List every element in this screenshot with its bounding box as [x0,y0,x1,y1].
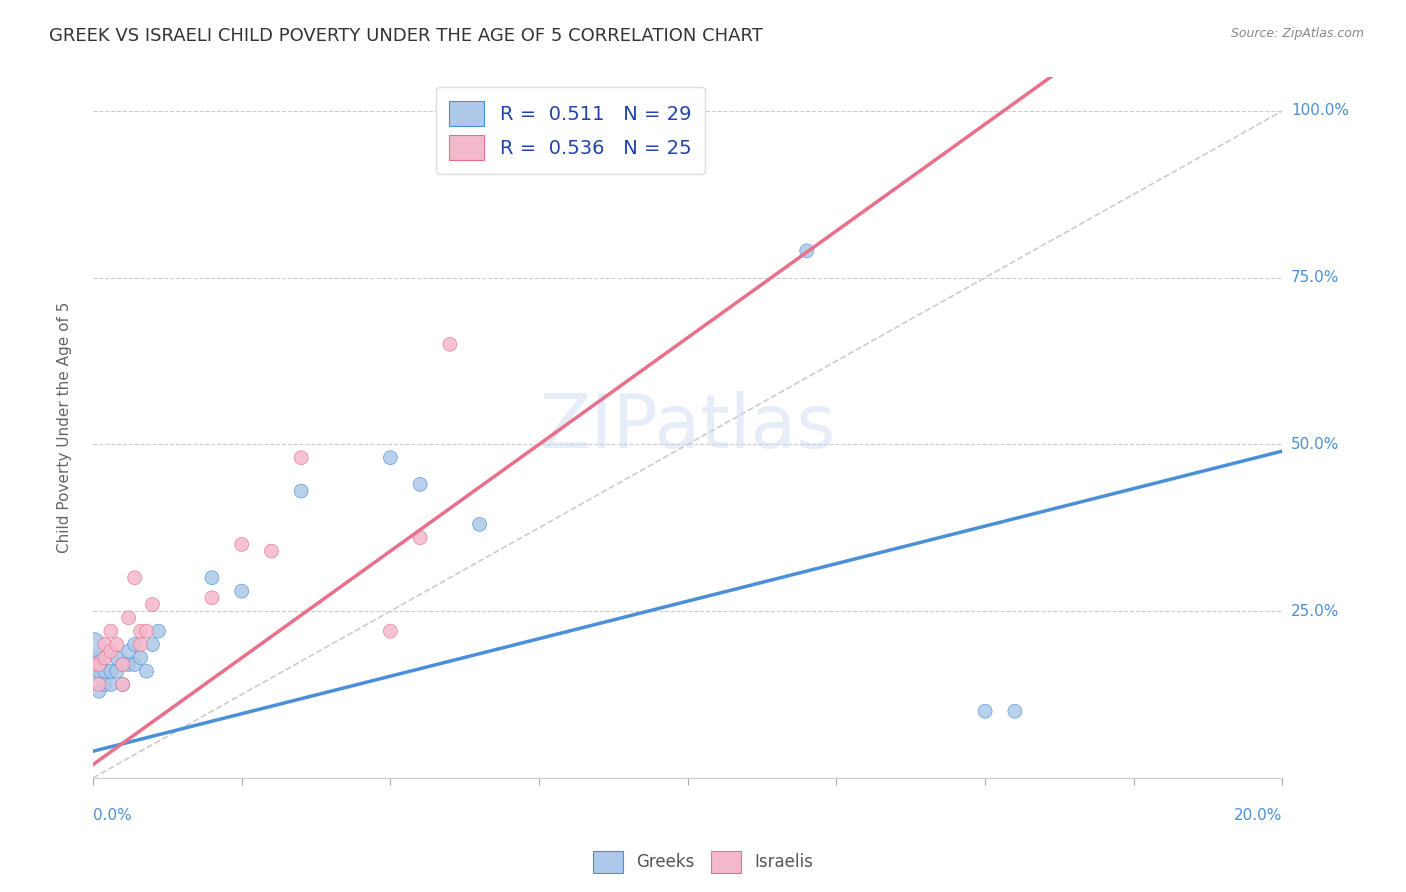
Point [260,544,283,558]
Point [100,624,122,639]
Point [82,657,104,672]
Point [439,337,461,351]
Point [201,571,224,585]
Point [124,571,146,585]
Point [87,684,110,698]
Legend: Greeks, Israelis: Greeks, Israelis [586,845,820,880]
Point [111,657,134,672]
Point [141,598,163,612]
Point [141,638,163,652]
Point [796,244,818,258]
Point [118,611,141,625]
Point [124,657,146,672]
Point [94,638,117,652]
Point [129,638,152,652]
Point [231,537,253,551]
Point [409,531,432,545]
Text: 25.0%: 25.0% [1291,604,1339,619]
Point [94,677,117,691]
Point [409,477,432,491]
Point [94,650,117,665]
Point [380,624,402,639]
Point [290,484,312,499]
Point [111,657,134,672]
Point [135,624,157,639]
Point [87,677,110,691]
Point [468,517,491,532]
Point [100,664,122,678]
Point [82,638,104,652]
Text: 20.0%: 20.0% [1234,808,1282,823]
Legend: R =  0.511   N = 29, R =  0.536   N = 25: R = 0.511 N = 29, R = 0.536 N = 25 [436,87,706,174]
Point [87,664,110,678]
Point [111,677,134,691]
Text: 0.0%: 0.0% [93,808,132,823]
Text: Source: ZipAtlas.com: Source: ZipAtlas.com [1230,27,1364,40]
Point [105,638,128,652]
Point [105,664,128,678]
Point [468,111,491,125]
Point [129,624,152,639]
Point [135,664,157,678]
Point [124,638,146,652]
Text: 100.0%: 100.0% [1291,103,1348,119]
Y-axis label: Child Poverty Under the Age of 5: Child Poverty Under the Age of 5 [58,302,72,553]
Point [100,677,122,691]
Point [118,657,141,672]
Point [290,450,312,465]
Text: 75.0%: 75.0% [1291,270,1339,285]
Text: ZIPatlas: ZIPatlas [540,392,837,464]
Point [100,644,122,658]
Point [111,677,134,691]
Text: 50.0%: 50.0% [1291,437,1339,452]
Text: GREEK VS ISRAELI CHILD POVERTY UNDER THE AGE OF 5 CORRELATION CHART: GREEK VS ISRAELI CHILD POVERTY UNDER THE… [49,27,763,45]
Point [201,591,224,605]
Point [129,650,152,665]
Point [82,657,104,672]
Point [94,664,117,678]
Point [118,644,141,658]
Point [148,624,170,639]
Point [380,450,402,465]
Point [1004,704,1026,718]
Point [231,584,253,599]
Point [87,657,110,672]
Point [974,704,997,718]
Point [527,111,550,125]
Point [105,650,128,665]
